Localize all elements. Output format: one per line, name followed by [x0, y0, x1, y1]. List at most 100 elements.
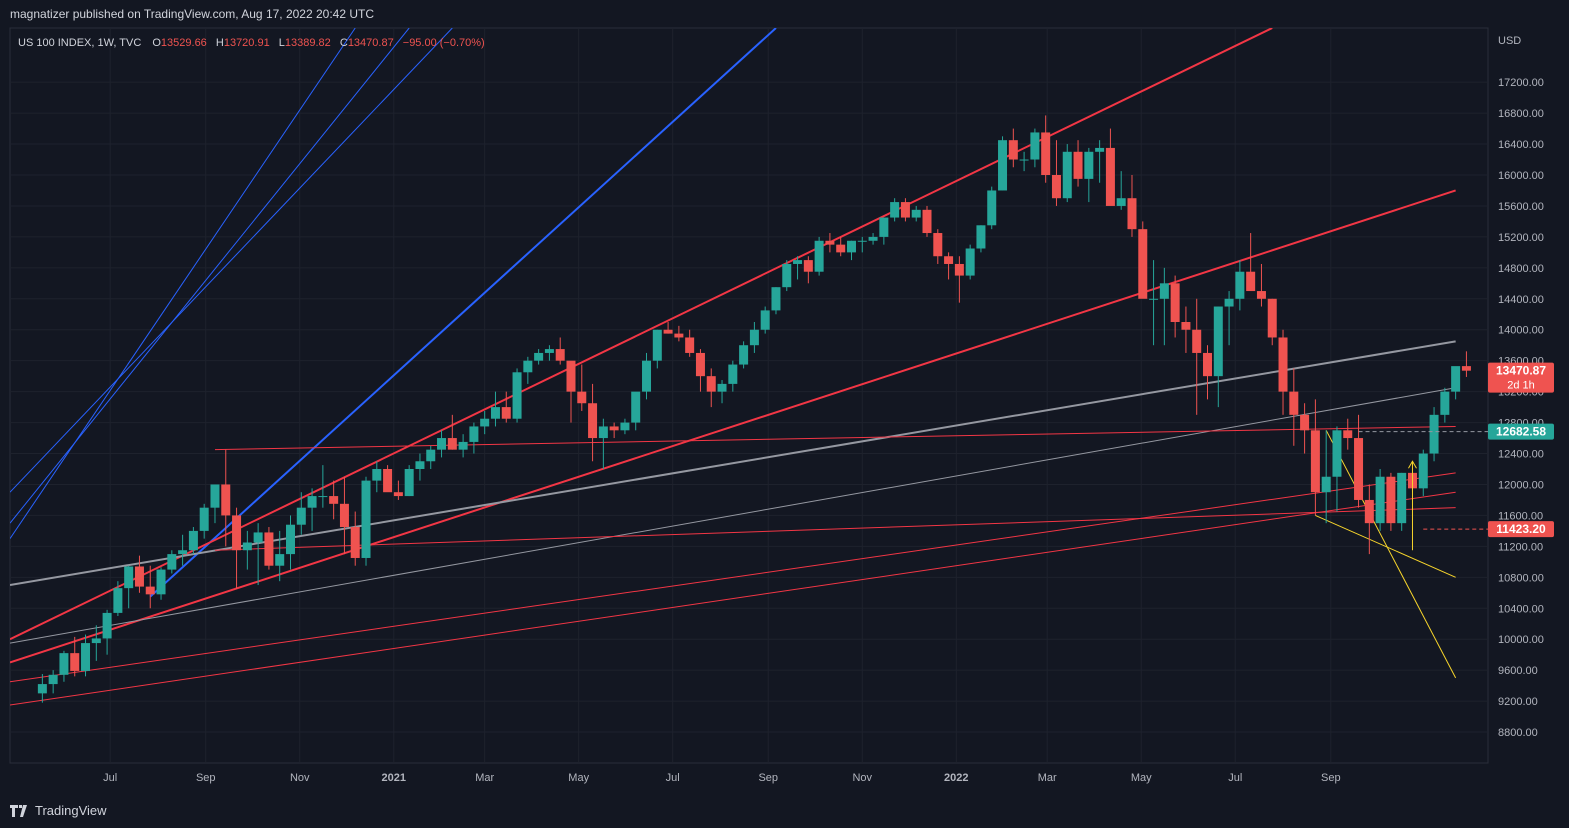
candle-body — [1451, 366, 1461, 392]
candle — [501, 391, 511, 423]
candle — [1159, 267, 1169, 346]
candle-body — [933, 233, 943, 257]
candle — [642, 352, 652, 400]
candle — [1213, 306, 1223, 408]
candle-body — [868, 236, 878, 241]
price-labels: 13470.87 2d 1h 12682.58 11423.20 — [1488, 362, 1554, 538]
y-tick-label: 10400.00 — [1498, 603, 1544, 615]
x-tick-label: Sep — [1321, 772, 1341, 784]
candle — [490, 391, 500, 427]
candle-body — [426, 449, 436, 462]
candle — [1289, 368, 1299, 446]
plot-area[interactable] — [9, 27, 1489, 764]
candle-body — [512, 372, 522, 419]
candle-body — [922, 209, 932, 234]
y-tick-label: 16000.00 — [1498, 170, 1544, 182]
y-tick-label: 14400.00 — [1498, 294, 1544, 306]
candle-body — [1127, 198, 1137, 230]
y-tick-label: 9200.00 — [1498, 696, 1538, 708]
candle-body — [469, 426, 479, 442]
candle-body — [253, 532, 263, 543]
candle-body — [609, 426, 619, 431]
candle — [1343, 418, 1353, 450]
candle — [976, 225, 986, 253]
candle-body — [199, 507, 209, 531]
candle — [1332, 426, 1342, 512]
candle-body — [749, 329, 759, 346]
trend-line — [149, 28, 777, 598]
candle-body — [242, 542, 252, 551]
candle — [782, 260, 792, 292]
trend-line — [10, 28, 1273, 641]
candle — [728, 360, 738, 392]
candle — [361, 476, 371, 566]
y-tick-label: 12000.00 — [1498, 479, 1544, 491]
candle-body — [167, 554, 177, 570]
candle — [944, 252, 954, 280]
x-tick-label: 2022 — [944, 772, 968, 784]
candle-body — [1041, 132, 1051, 175]
price-label-countdown: 2d 1h — [1507, 380, 1535, 392]
candle-body — [156, 569, 166, 595]
candle — [1030, 128, 1040, 168]
candle-body — [846, 240, 856, 253]
candle-body — [1138, 229, 1148, 299]
candle — [760, 306, 770, 334]
candle-body — [685, 337, 695, 353]
candle-body — [134, 566, 144, 587]
candle — [1364, 484, 1374, 555]
candle — [242, 530, 252, 570]
y-tick-label: 9600.00 — [1498, 665, 1538, 677]
candle-body — [1235, 271, 1245, 299]
candle-body — [383, 469, 393, 493]
candle-body — [642, 360, 652, 392]
candle-body — [210, 484, 220, 508]
y-tick-label: 8800.00 — [1498, 727, 1538, 739]
candle-body — [674, 333, 684, 338]
candle-body — [954, 263, 964, 276]
candle — [1051, 140, 1061, 206]
candle — [1138, 221, 1148, 299]
candle — [922, 205, 932, 237]
candle-body — [544, 349, 554, 353]
candle-body — [1354, 438, 1364, 500]
x-tick-label: Mar — [475, 772, 494, 784]
tradingview-brand[interactable]: TradingView — [10, 803, 107, 818]
x-tick-label: Mar — [1038, 772, 1057, 784]
candle — [1062, 144, 1072, 203]
y-tick-label: 15600.00 — [1498, 201, 1544, 213]
candle — [1440, 387, 1450, 423]
candle-body — [1310, 430, 1320, 493]
x-tick-label: Sep — [196, 772, 216, 784]
candle — [437, 430, 447, 458]
legend-c-label: C — [340, 37, 348, 49]
candle-body — [1300, 414, 1310, 431]
candle — [156, 567, 166, 600]
candle-body — [836, 244, 846, 253]
candle-body — [663, 329, 673, 334]
candle — [868, 233, 878, 245]
candle-body — [760, 310, 770, 330]
candlestick-chart[interactable]: US 100 INDEX, 1W, TVC O13529.66 H13720.9… — [0, 0, 1569, 795]
candle-body — [1267, 298, 1277, 338]
candle-body — [296, 507, 306, 525]
candle-body — [1429, 414, 1439, 454]
candle-body — [1019, 159, 1029, 161]
candle — [717, 380, 727, 404]
price-label: 13470.87 2d 1h — [1488, 362, 1554, 393]
candle — [1203, 345, 1213, 400]
time-axis[interactable]: Jul Sep Nov 2021 Mar May Jul Sep Nov 2022 Mar May Ju… — [103, 772, 1340, 784]
y-tick-label: 12400.00 — [1498, 449, 1544, 461]
candle-body — [37, 684, 47, 694]
candle — [253, 523, 263, 586]
candle-body — [890, 202, 900, 218]
candle — [232, 507, 242, 589]
candle — [1170, 275, 1180, 338]
candle — [577, 364, 587, 411]
candle-body — [1375, 476, 1385, 524]
candle-body — [1364, 499, 1374, 524]
candle — [1386, 472, 1396, 531]
candle — [512, 368, 522, 423]
candle-body — [706, 376, 716, 392]
candle-body — [631, 391, 641, 423]
